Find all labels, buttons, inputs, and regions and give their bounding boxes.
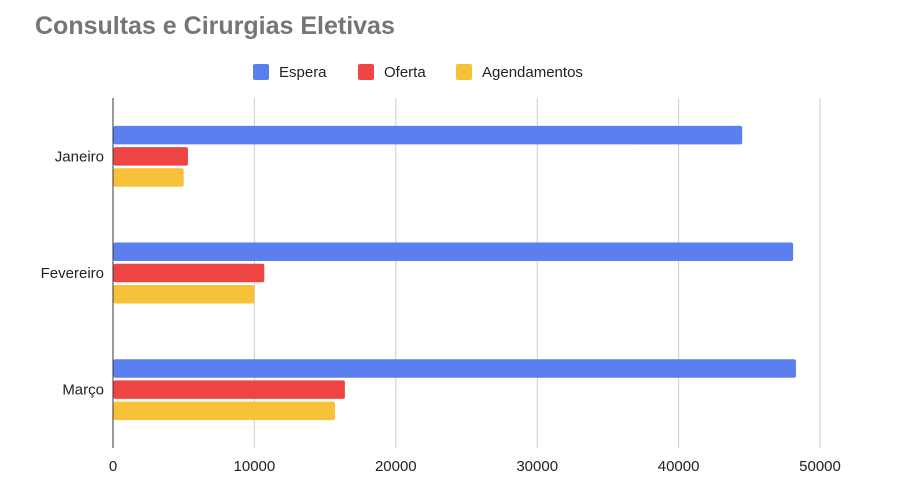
legend-label-oferta: Oferta — [384, 64, 426, 81]
y-category-label: Março — [62, 382, 104, 399]
bar-agendamentos-3 — [113, 401, 335, 421]
y-category-label: Fevereiro — [41, 265, 104, 282]
x-tick-label: 50000 — [799, 458, 841, 475]
x-tick-label: 10000 — [234, 458, 276, 475]
legend-label-agendamentos: Agendamentos — [482, 64, 583, 81]
bar-oferta-1 — [113, 147, 188, 166]
legend: Espera Oferta Agendamentos — [253, 64, 583, 81]
chart-title: Consultas e Cirurgias Eletivas — [35, 12, 395, 40]
bar-agendamentos-1 — [113, 168, 184, 187]
x-tick-label: 30000 — [516, 458, 558, 475]
bar-espera-1 — [113, 125, 743, 145]
bar-oferta-3 — [113, 380, 345, 399]
x-tick-label: 0 — [109, 458, 117, 475]
bars — [113, 125, 796, 421]
labels: 0 10000 20000 30000 40000 50000 Janeiro Feverei… — [41, 148, 841, 475]
legend-swatch-agendamentos — [456, 64, 472, 80]
bar-espera-3 — [113, 359, 796, 378]
bar-oferta-2 — [113, 263, 265, 283]
bar-espera-2 — [113, 242, 794, 262]
x-tick-label: 40000 — [658, 458, 700, 475]
legend-swatch-oferta — [358, 64, 374, 80]
y-category-label: Janeiro — [55, 148, 104, 165]
x-tick-label: 20000 — [375, 458, 417, 475]
legend-label-espera: Espera — [279, 64, 327, 81]
legend-swatch-espera — [253, 64, 269, 80]
bar-agendamentos-2 — [113, 284, 255, 304]
